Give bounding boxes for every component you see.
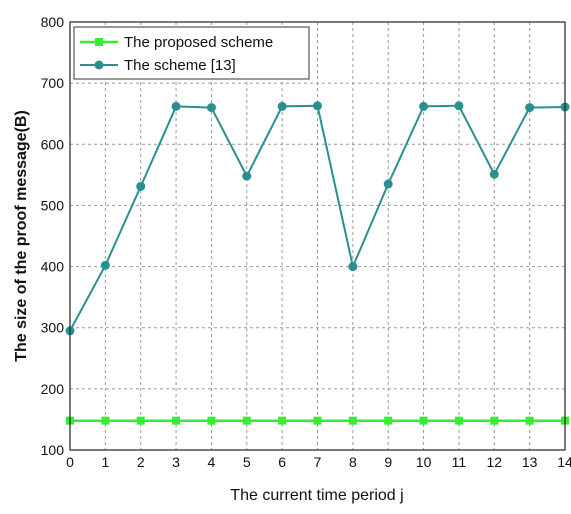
y-tick-label: 400 <box>41 259 65 275</box>
data-point-proposed <box>490 416 499 425</box>
x-tick-label: 0 <box>66 454 74 470</box>
y-axis-label: The size of the proof message(B) <box>13 110 30 362</box>
x-tick-label: 6 <box>278 454 286 470</box>
legend-label-scheme-13: The scheme [13] <box>124 57 236 74</box>
legend-marker-proposed <box>95 38 103 46</box>
tick-labels: 0 1 2 3 4 5 6 7 8 9 10 11 12 13 1410020030040050060070… <box>41 14 571 470</box>
data-point-scheme-13 <box>277 101 287 111</box>
y-tick-label: 300 <box>41 320 65 336</box>
data-point-scheme-13 <box>383 179 393 189</box>
y-tick-label: 200 <box>41 381 65 397</box>
data-point-proposed <box>384 416 393 425</box>
x-tick-label: 3 <box>172 454 180 470</box>
data-point-scheme-13 <box>419 101 429 111</box>
x-tick-label: 10 <box>416 454 432 470</box>
legend-entry-proposed: The proposed scheme <box>80 34 273 51</box>
data-point-scheme-13 <box>100 260 110 270</box>
x-tick-label: 8 <box>349 454 357 470</box>
y-tick-label: 700 <box>41 75 65 91</box>
series-layer <box>65 101 570 425</box>
data-point-scheme-13 <box>206 103 216 113</box>
legend-marker-scheme-13 <box>94 60 104 70</box>
x-tick-label: 14 <box>557 454 571 470</box>
data-point-scheme-13 <box>454 101 464 111</box>
plot-frame <box>69 21 566 451</box>
data-point-scheme-13 <box>525 103 535 113</box>
x-tick-label: 2 <box>137 454 145 470</box>
y-tick-label: 500 <box>41 197 65 213</box>
y-tick-label: 100 <box>41 442 65 458</box>
data-point-proposed <box>207 416 216 425</box>
plot-background <box>70 22 565 450</box>
x-tick-label: 7 <box>314 454 322 470</box>
x-tick-label: 9 <box>384 454 392 470</box>
data-point-proposed <box>348 416 357 425</box>
y-tick-label: 600 <box>41 136 65 152</box>
data-point-proposed <box>313 416 322 425</box>
x-tick-label: 1 <box>101 454 109 470</box>
data-point-proposed <box>454 416 463 425</box>
data-point-scheme-13 <box>136 181 146 191</box>
data-point-proposed <box>242 416 251 425</box>
data-point-scheme-13 <box>242 171 252 181</box>
data-point-scheme-13 <box>171 101 181 111</box>
legend-box <box>73 26 310 80</box>
data-point-proposed <box>278 416 287 425</box>
x-axis-label: The current time period j <box>230 487 403 504</box>
data-point-proposed <box>136 416 145 425</box>
legend-entry-scheme-13: The scheme [13] <box>80 57 236 74</box>
grid <box>70 22 565 450</box>
legend-label-proposed: The proposed scheme <box>124 34 273 51</box>
data-point-scheme-13 <box>313 101 322 111</box>
data-point-proposed <box>101 416 110 425</box>
legend: The proposed scheme The scheme [13] <box>73 26 310 80</box>
data-point-proposed <box>172 416 181 425</box>
x-tick-label: 11 <box>452 454 467 470</box>
data-point-proposed <box>419 416 428 425</box>
y-tick-label: 800 <box>41 14 65 30</box>
x-tick-label: 4 <box>208 454 216 470</box>
data-point-scheme-13 <box>348 262 358 272</box>
data-point-scheme-13 <box>489 169 499 179</box>
x-tick-label: 12 <box>486 454 502 470</box>
x-tick-label: 13 <box>522 454 538 470</box>
data-point-proposed <box>525 416 534 425</box>
x-tick-label: 5 <box>243 454 251 470</box>
